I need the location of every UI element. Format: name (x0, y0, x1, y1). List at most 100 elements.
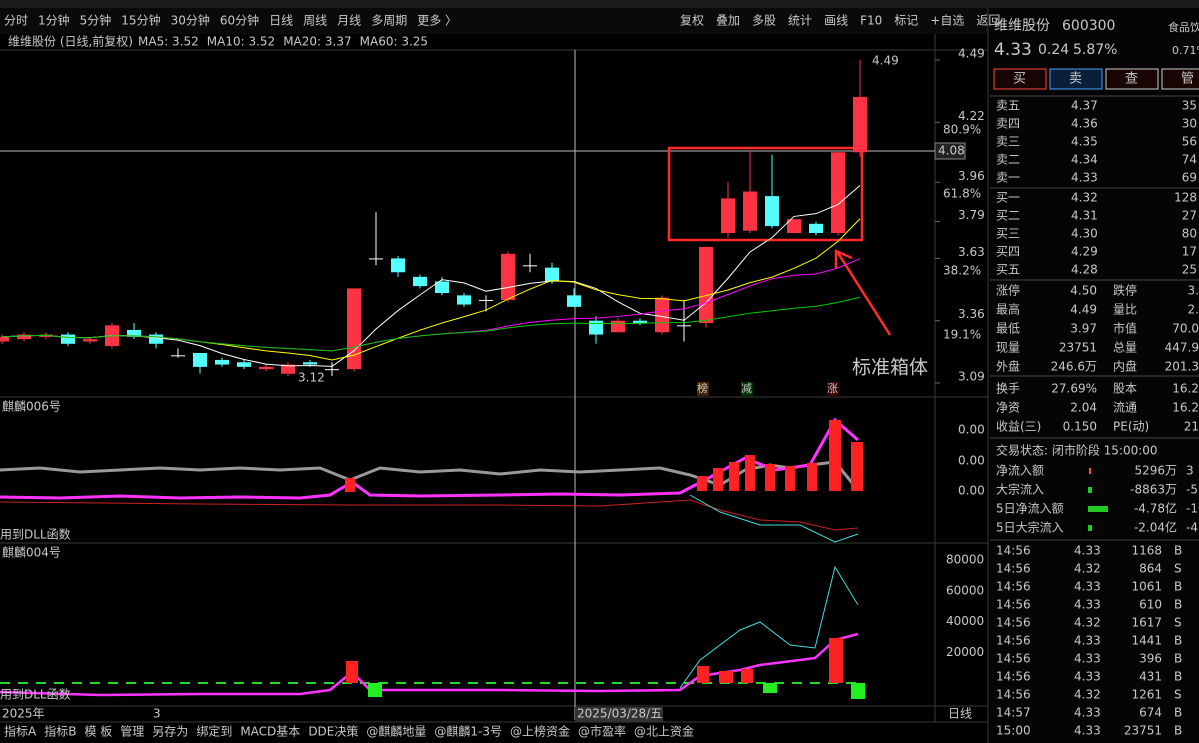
low-label: 3.12 (298, 371, 325, 385)
tick-price: 4.33 (1074, 670, 1101, 684)
stat-value: 2.04 (1070, 401, 1097, 415)
tick-time: 15:00 (996, 724, 1031, 738)
trade-button[interactable] (1161, 68, 1199, 90)
toolbar-item[interactable]: 标记 (894, 14, 918, 28)
trade-button-label[interactable]: 买 (1013, 72, 1026, 87)
y-tick-label: 0.00 (958, 454, 985, 468)
candle-body (0, 336, 9, 342)
annotation: 标准箱体 (852, 357, 928, 379)
period-tab[interactable]: 5分钟 (80, 13, 112, 28)
price: 4.33 (994, 40, 1032, 60)
trade-button-label[interactable]: 管 (1181, 72, 1194, 87)
book-label: 卖五 (996, 99, 1020, 113)
y-tick-label: 0.00 (958, 423, 985, 437)
book-volume: 74 (1182, 153, 1197, 167)
stat-value: 4.49 (1070, 303, 1097, 317)
stat-value: 3.97 (1070, 322, 1097, 336)
book-label: 买四 (996, 245, 1020, 259)
book-label: 卖三 (996, 135, 1020, 149)
stat-value: 0.150 (1063, 420, 1097, 434)
candle-body (171, 355, 185, 357)
flow-bar (1089, 468, 1091, 474)
candle-body (589, 320, 603, 335)
period-tab[interactable]: 周线 (303, 14, 327, 28)
bottom-tab[interactable]: @上榜资金 (510, 724, 570, 739)
toolbar-item[interactable]: 叠加 (716, 14, 740, 28)
candle-body (435, 281, 449, 294)
trade-button[interactable] (1105, 68, 1159, 90)
toolbar-item[interactable]: 统计 (788, 14, 812, 28)
toolbar-item[interactable]: 多股 (752, 14, 776, 28)
book-price: 4.34 (1071, 153, 1098, 167)
toolbar-item[interactable]: F10 (860, 14, 882, 28)
period-tab[interactable]: 15分钟 (121, 13, 160, 28)
bottom-tab[interactable]: 另存为 (152, 725, 188, 739)
indicator2-footer: 用到DLL函数 (0, 687, 71, 702)
candle-body (831, 152, 845, 234)
period-tab[interactable]: 1分钟 (38, 13, 70, 28)
bottom-tab[interactable]: 指标A (4, 724, 37, 739)
book-price: 4.37 (1071, 99, 1098, 113)
candle-body (457, 295, 471, 305)
candle-body (743, 191, 757, 231)
bottom-tab[interactable]: DDE决策 (308, 725, 358, 739)
stat-value: 23751 (1059, 341, 1097, 355)
stat-label: 总量 (1113, 341, 1137, 355)
book-price: 4.31 (1071, 209, 1098, 223)
bottom-tab[interactable]: 管理 (120, 724, 144, 739)
period-tab[interactable]: 更多 〉 (417, 14, 457, 28)
book-volume: 25 (1182, 263, 1197, 277)
stat-value: 3. (1188, 284, 1199, 298)
period-tab[interactable]: 日线 (269, 14, 293, 28)
toolbar-item[interactable]: 复权 (680, 14, 704, 28)
period-tab[interactable]: 分时 (4, 14, 28, 28)
book-price: 4.28 (1071, 263, 1098, 277)
trade-button[interactable] (1049, 68, 1103, 90)
candle-body (699, 246, 713, 324)
bottom-tab[interactable]: 指标B (44, 724, 76, 739)
period-tab[interactable]: 60分钟 (220, 13, 259, 28)
toolbar-item[interactable]: 画线 (824, 14, 848, 28)
candle-body (325, 369, 339, 371)
candle-body (721, 198, 735, 234)
candle-body (83, 339, 97, 342)
bottom-tab[interactable]: @麒麟地量 (366, 724, 426, 739)
tick-time: 14:56 (996, 616, 1031, 630)
bottom-tab[interactable]: 模 板 (84, 725, 112, 739)
trade-button-label[interactable]: 查 (1125, 72, 1138, 87)
toolbar-item[interactable]: +自选 (930, 14, 964, 28)
candle-body (633, 320, 647, 324)
book-price: 4.30 (1071, 227, 1098, 241)
x-label: 2025年 (2, 707, 45, 721)
ma-label: MA10: 3.52 (207, 35, 275, 49)
candle-body (215, 359, 229, 365)
period-tab[interactable]: 30分钟 (171, 13, 210, 28)
y-tick-label: 3.09 (958, 370, 985, 384)
stat-value: 27.69% (1051, 382, 1097, 396)
bottom-tab[interactable]: @北上资金 (634, 724, 694, 739)
trade-button-label[interactable]: 卖 (1069, 72, 1082, 87)
marker-box (741, 382, 753, 396)
bottom-tab[interactable]: 绑定到 (196, 724, 232, 739)
y-tick-label: 80000 (946, 553, 984, 567)
toolbar-item[interactable]: 返回 (976, 14, 1000, 28)
period-tab[interactable]: 月线 (337, 14, 361, 28)
tick-volume: 610 (1139, 598, 1162, 612)
book-label: 卖一 (996, 171, 1020, 185)
book-label: 卖四 (996, 117, 1020, 131)
period-bar (0, 8, 988, 34)
bottom-tab[interactable]: @麒麟1-3号 (434, 724, 502, 739)
crosshair-label: 4.08 (938, 144, 965, 158)
tick-volume: 1168 (1131, 544, 1162, 558)
pct: 5.87% (1073, 42, 1117, 58)
trade-button[interactable] (993, 68, 1047, 90)
candle-body (149, 334, 163, 344)
y-tick-label: 20000 (946, 645, 984, 659)
candle-body (655, 297, 669, 333)
candle-body (391, 258, 405, 273)
bottom-tab[interactable]: @市盈率 (578, 724, 626, 739)
period-tab[interactable]: 多周期 (371, 14, 407, 28)
ma-line (1, 296, 861, 352)
book-volume: 69 (1182, 171, 1197, 185)
bottom-tab[interactable]: MACD基本 (240, 725, 300, 739)
